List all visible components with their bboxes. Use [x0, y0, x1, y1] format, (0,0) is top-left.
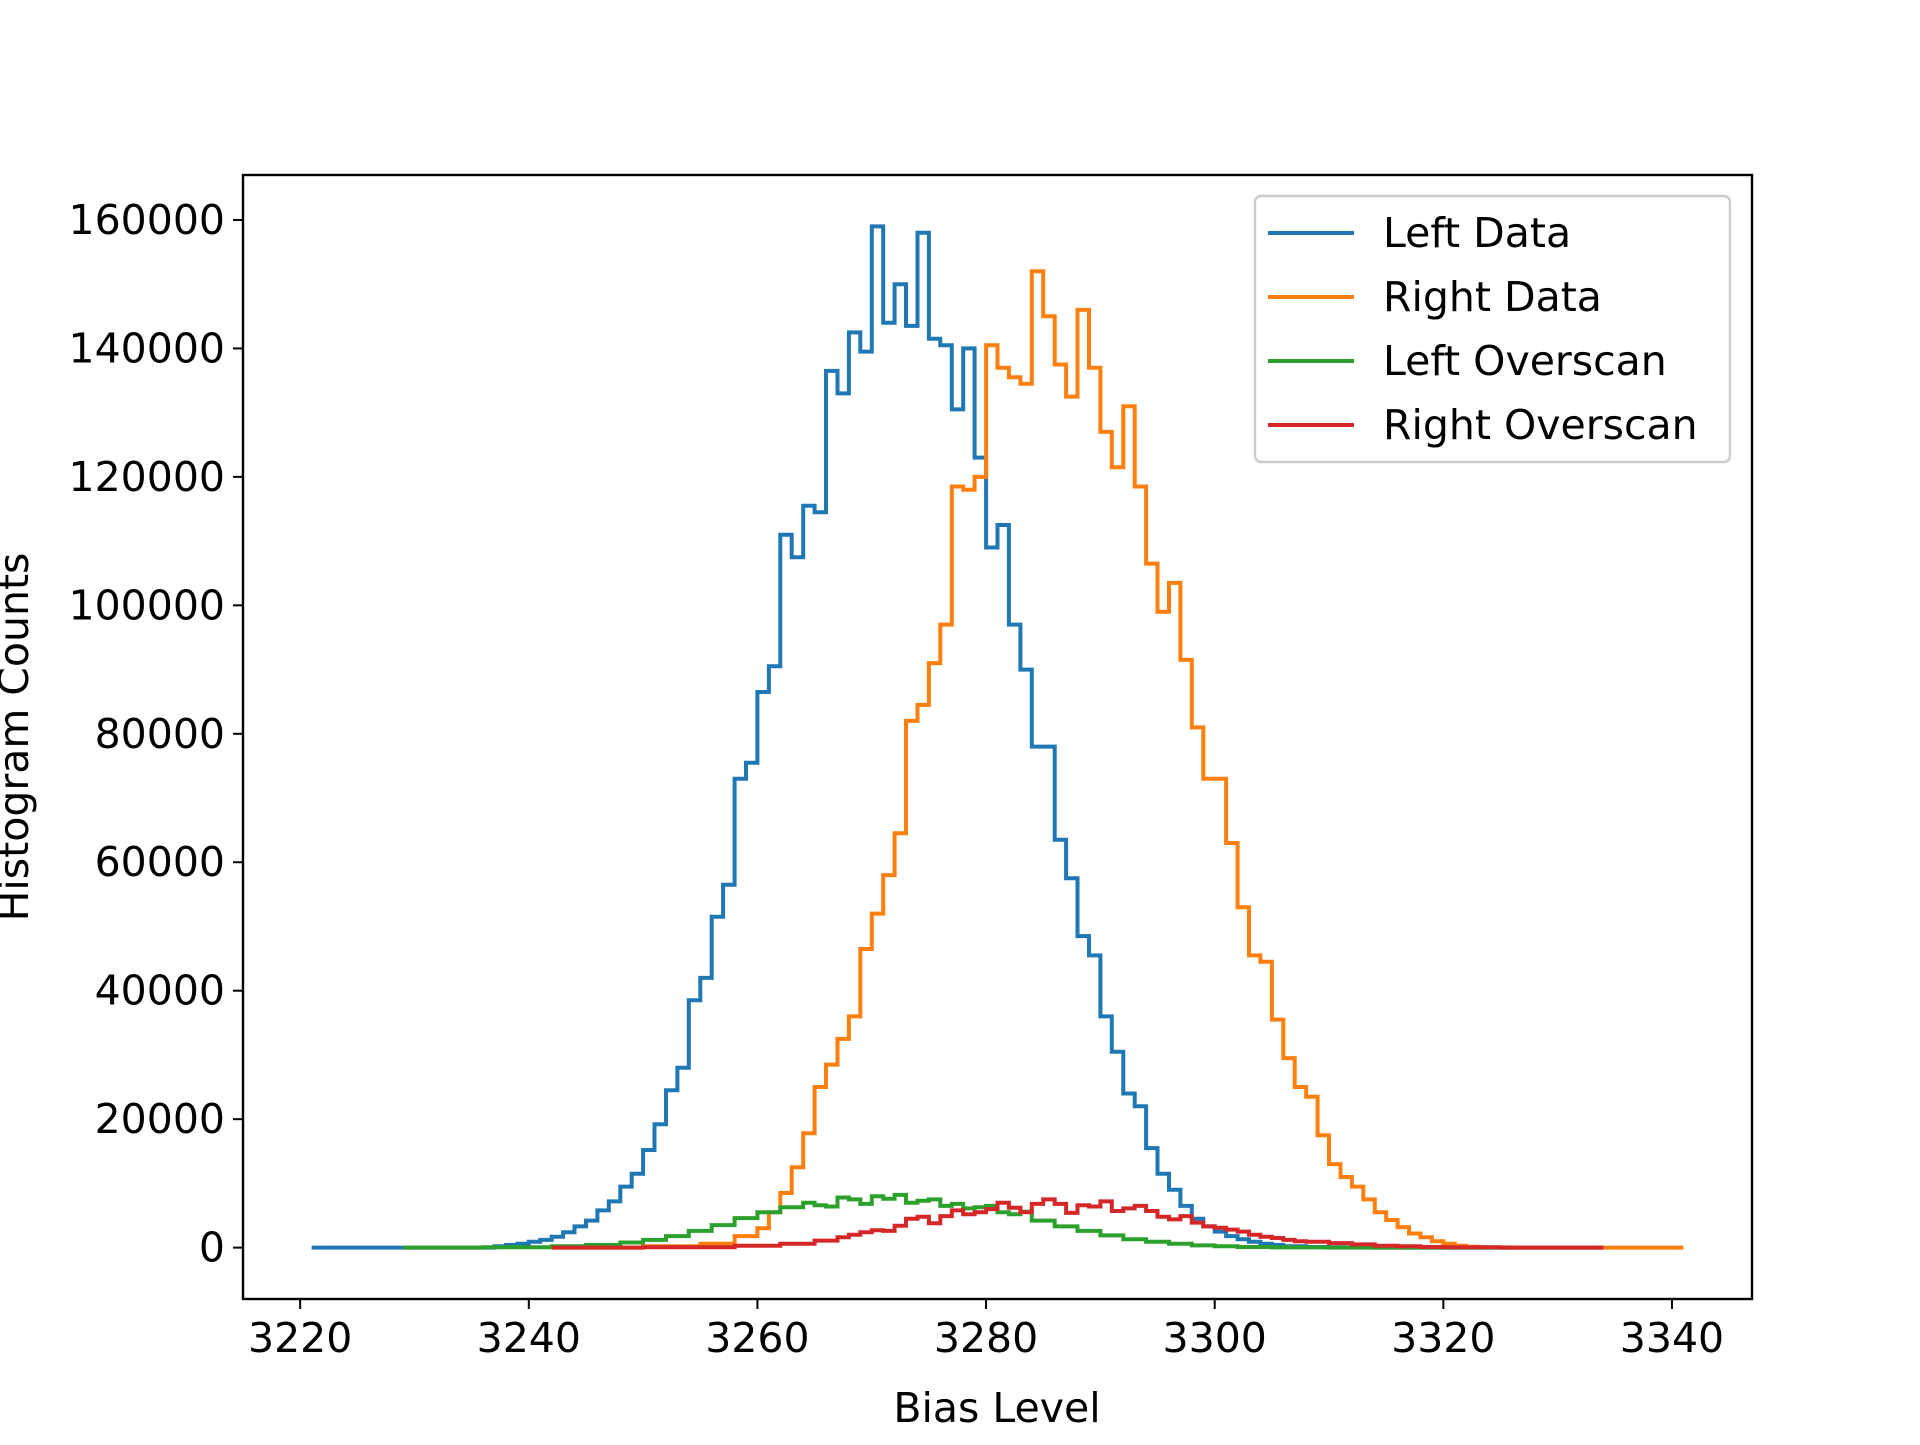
series-layer [311, 224, 1684, 1250]
legend-label: Left Data [1383, 209, 1571, 257]
y-tick-label: 60000 [95, 838, 225, 886]
y-tick-label: 120000 [68, 453, 225, 501]
y-axis-ticks: 0 20000 40000 60000 80000 100000 120000 140000 1… [68, 196, 243, 1272]
series-line-right-data [551, 269, 1684, 1250]
y-tick-label: 80000 [95, 710, 225, 758]
x-tick-label: 3340 [1620, 1314, 1724, 1362]
legend-entries: Left Data Right Data Left Overscan Right Ov… [1268, 209, 1698, 449]
y-tick-label: 160000 [68, 196, 225, 244]
x-tick-label: 3220 [248, 1314, 352, 1362]
x-axis-title: Bias Level [893, 1384, 1100, 1432]
x-tick-label: 3280 [934, 1314, 1038, 1362]
legend-label: Right Overscan [1383, 401, 1698, 449]
series-line-right-overscan [551, 1197, 1604, 1250]
legend-frame [1253, 194, 1732, 464]
x-tick-label: 3300 [1163, 1314, 1267, 1362]
x-tick-label: 3240 [477, 1314, 581, 1362]
y-tick-label: 0 [199, 1224, 225, 1272]
x-tick-label: 3320 [1391, 1314, 1495, 1362]
plot-frame [241, 173, 1754, 1301]
y-tick-label: 140000 [68, 324, 225, 372]
series-line-left-overscan [403, 1192, 1512, 1250]
y-tick-label: 100000 [68, 581, 225, 629]
legend: Left Data Right Data Left Overscan Right Ov… [1253, 194, 1732, 464]
y-tick-label: 40000 [95, 967, 225, 1015]
y-tick-label: 20000 [95, 1095, 225, 1143]
x-tick-label: 3260 [705, 1314, 809, 1362]
legend-label: Right Data [1383, 273, 1602, 321]
x-axis-ticks: 3220 3240 3260 3280 3300 3320 3340 [248, 1299, 1724, 1362]
legend-label: Left Overscan [1383, 337, 1667, 385]
y-axis-title: Histogram Counts [0, 553, 38, 922]
